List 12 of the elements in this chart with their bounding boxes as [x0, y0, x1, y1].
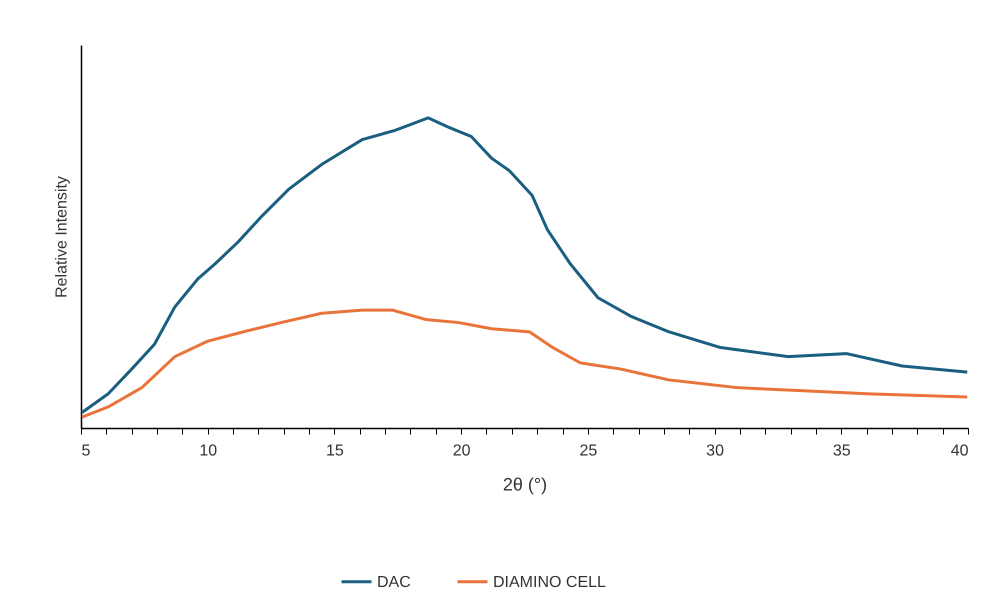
legend-label: DIAMINO CELL [493, 574, 606, 591]
x-tick-label: 10 [199, 442, 218, 460]
x-tick-label: 25 [579, 442, 598, 460]
x-tick-label: 35 [832, 442, 851, 460]
x-tick-label: 30 [706, 442, 724, 460]
x-tick-label: 5 [82, 442, 90, 460]
legend-label: DAC [377, 574, 411, 591]
x-axis-title: 2θ (°) [502, 474, 548, 494]
y-axis-title: Relative Intensity [54, 176, 70, 298]
x-tick-label: 20 [452, 442, 471, 460]
x-tick-label: 15 [326, 442, 344, 460]
x-tick-label: 40 [950, 442, 969, 460]
